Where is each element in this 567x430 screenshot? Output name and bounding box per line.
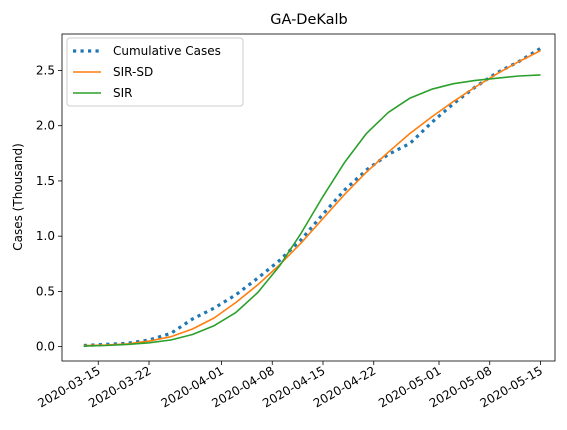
y-tick-label: 0.0 xyxy=(36,340,55,354)
y-tick-label: 2.0 xyxy=(36,119,55,133)
legend-label-2: SIR xyxy=(113,86,133,100)
chart-title: GA-DeKalb xyxy=(270,12,348,28)
legend-box xyxy=(66,37,244,107)
y-tick-label: 1.5 xyxy=(36,174,55,188)
legend: Cumulative Cases SIR-SD SIR xyxy=(66,37,244,107)
y-tick-label: 1.0 xyxy=(36,229,55,243)
y-axis-label: Cases (Thousand) xyxy=(11,143,25,251)
y-tick-label: 0.5 xyxy=(36,284,55,298)
plot-frame xyxy=(61,33,556,362)
legend-label-0: Cumulative Cases xyxy=(113,44,221,58)
series-line-1 xyxy=(83,49,541,347)
y-axis: 0.0 0.5 1.0 1.5 2.0 2.5 xyxy=(36,63,62,354)
series-line-0 xyxy=(83,47,542,348)
y-tick-label: 2.5 xyxy=(36,63,55,77)
legend-label-1: SIR-SD xyxy=(113,65,153,79)
series-line-2 xyxy=(83,74,541,347)
series-layer xyxy=(83,47,542,348)
